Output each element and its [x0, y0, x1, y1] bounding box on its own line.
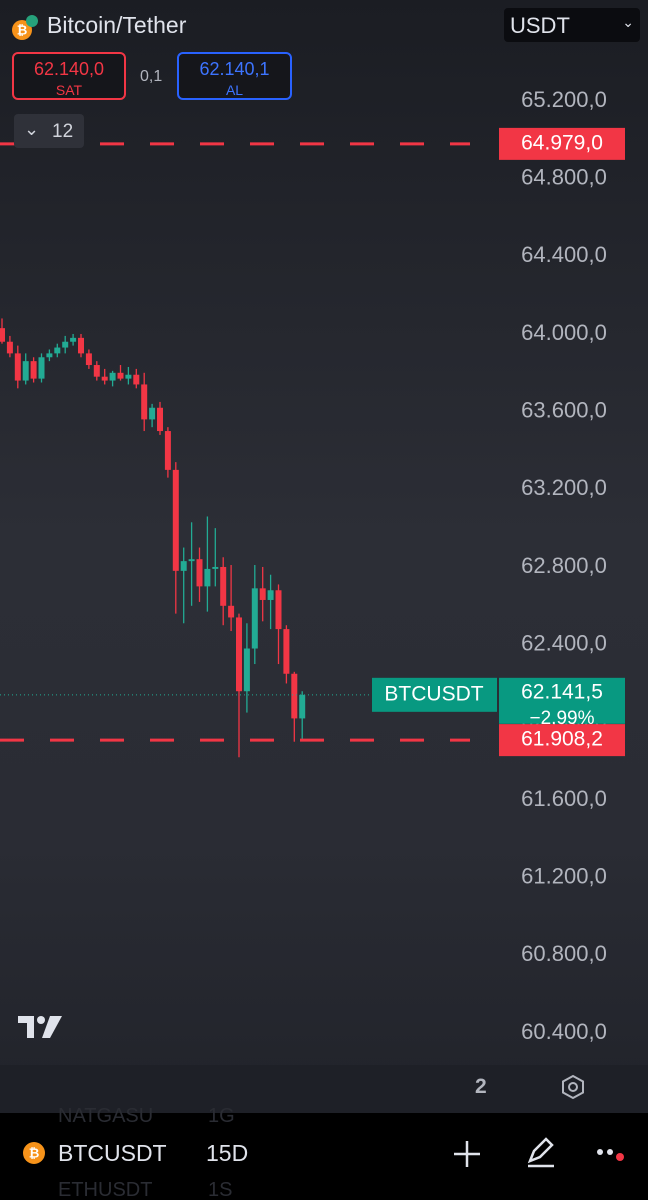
bitcoin-icon: ₿	[12, 15, 38, 40]
draw-button[interactable]	[524, 1135, 558, 1169]
price-line-badge	[499, 724, 625, 757]
candle-body	[157, 407, 163, 432]
price-line-label: 61.908,2	[521, 728, 603, 751]
y-tick-label: 62.800,0	[521, 553, 607, 578]
candle-body	[291, 673, 298, 719]
toolbar-symbol[interactable]: BTCUSDT	[58, 1140, 167, 1166]
buy-label: AL	[225, 82, 244, 98]
candle-body	[267, 590, 274, 600]
add-button[interactable]	[452, 1139, 482, 1169]
svg-text:₿: ₿	[17, 22, 28, 37]
y-tick-label: 64.400,0	[521, 242, 607, 267]
candle-body	[299, 694, 306, 719]
watchlist-symbol: NATGASU	[58, 1105, 154, 1127]
last-price-badge	[499, 677, 625, 724]
candle-body	[188, 559, 195, 562]
candle-body	[196, 559, 203, 587]
watchlist-symbol: ETHUSDT	[58, 1179, 153, 1200]
buy-button[interactable]: 62.140,1 AL	[177, 52, 292, 100]
sell-label: SAT	[55, 82, 83, 98]
price-line-badge	[499, 127, 625, 160]
tradingview-logo	[18, 1016, 62, 1038]
candle-body	[22, 361, 29, 381]
candle-body	[236, 617, 242, 692]
buy-price: 62.140,1	[199, 59, 270, 79]
y-tick-label: 61.600,0	[521, 786, 607, 811]
scale-button[interactable]: 2	[475, 1075, 487, 1098]
candle-body	[62, 341, 69, 348]
price-line-label: 64.979,0	[521, 131, 603, 154]
candle-body	[78, 337, 84, 354]
candle-body	[172, 469, 179, 571]
y-tick-label: 62.400,0	[521, 630, 607, 655]
symbol-badge	[372, 677, 497, 712]
candle-body	[70, 337, 77, 342]
candle-body	[141, 384, 148, 420]
candle-body	[243, 648, 250, 692]
candle-body	[259, 588, 266, 600]
symbol-title: Bitcoin/Tether	[47, 12, 187, 38]
candle-body	[212, 566, 219, 569]
indicators-count: 12	[52, 121, 74, 142]
bitcoin-icon: ₿	[23, 1142, 45, 1164]
y-tick-label: 61.200,0	[521, 863, 607, 888]
currency-label: USDT	[510, 13, 570, 38]
sell-button[interactable]: 62.140,0 SAT	[12, 52, 126, 100]
watchlist-value: 1S	[208, 1179, 233, 1200]
candle-body	[283, 629, 290, 674]
time-axis-bar: 2	[0, 1065, 648, 1113]
candle-body	[93, 365, 100, 377]
indicators-toggle[interactable]: ⌄ 12	[14, 114, 84, 148]
candle-body	[54, 347, 61, 354]
candle-body	[85, 353, 92, 366]
candle-body	[149, 407, 156, 420]
candle-body	[117, 372, 124, 379]
settings-icon[interactable]	[560, 1074, 586, 1100]
bottom-toolbar: NATGASU 1G ETHUSDT 1S ₿ BTCUSDT 15D	[0, 1105, 648, 1200]
candle-body	[220, 566, 227, 606]
candle-body	[46, 353, 53, 358]
candle-body	[275, 590, 282, 630]
candle-body	[109, 372, 116, 381]
candle-body	[180, 561, 187, 571]
candle-body	[14, 353, 21, 381]
y-tick-label: 64.800,0	[521, 164, 607, 189]
toolbar-interval[interactable]: 15D	[206, 1140, 249, 1166]
candle-body	[251, 588, 258, 649]
y-tick-label: 60.800,0	[521, 941, 607, 966]
candle-body	[38, 357, 45, 379]
currency-dropdown[interactable]: USDT ⌄	[504, 8, 640, 42]
y-tick-label: 63.600,0	[521, 397, 607, 422]
candle-body	[101, 376, 108, 381]
candle-body	[164, 431, 171, 470]
candle-body	[0, 328, 5, 342]
candle-body	[6, 341, 13, 354]
y-tick-label: 60.400,0	[521, 1019, 607, 1044]
candle-body	[228, 605, 235, 618]
svg-text:₿: ₿	[29, 1145, 40, 1160]
candle-body	[30, 361, 37, 379]
candle-body	[204, 568, 211, 587]
y-tick-label: 65.200,0	[521, 87, 607, 112]
y-tick-label: 63.200,0	[521, 475, 607, 500]
chevron: ⌄	[24, 119, 40, 139]
watchlist-value: 1G	[208, 1105, 235, 1127]
spread: 0,1	[140, 68, 163, 85]
candle-body	[125, 374, 132, 379]
change-label: −2,99%	[530, 708, 595, 729]
symbol-label: BTCUSDT	[384, 682, 483, 705]
last-price-label: 62.141,5	[521, 680, 603, 703]
more-button[interactable]	[596, 1145, 630, 1165]
candle-body	[133, 374, 140, 385]
dropdown-arrow: ⌄	[622, 14, 634, 30]
sell-price: 62.140,0	[33, 59, 105, 79]
y-tick-label: 64.000,0	[521, 320, 607, 345]
